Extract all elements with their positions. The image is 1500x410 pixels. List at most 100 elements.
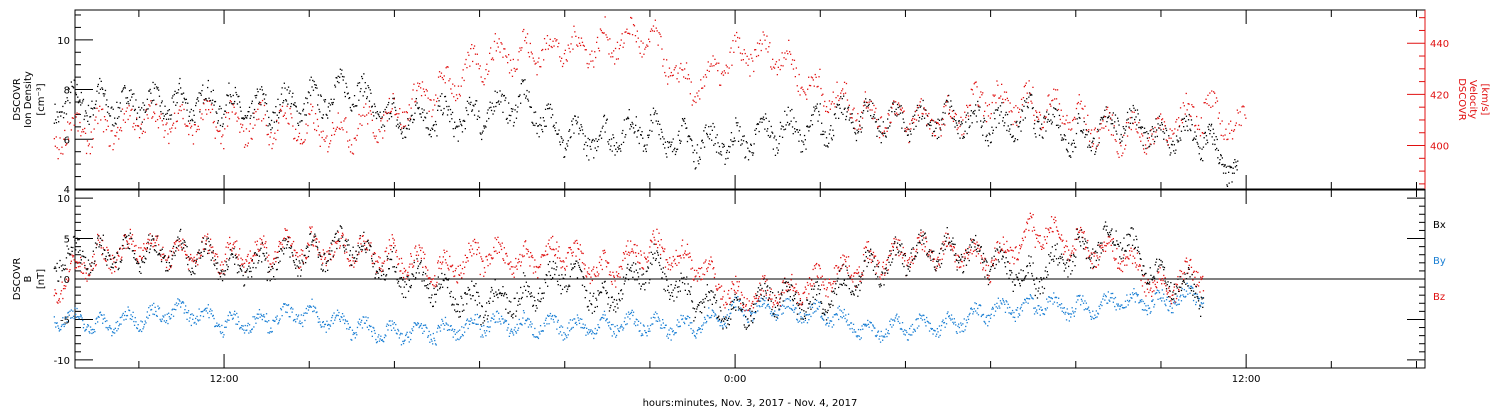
by-point <box>859 338 861 341</box>
ion-density-point <box>640 134 642 136</box>
ion-density-point <box>483 127 486 129</box>
ion-density-point <box>789 110 791 112</box>
by-point <box>654 311 657 313</box>
ion-density-point <box>547 103 549 105</box>
ion-density-point <box>92 108 94 110</box>
by-point <box>626 323 628 325</box>
velocity-point <box>491 57 494 59</box>
ion-density-point <box>977 100 979 103</box>
ion-density-point <box>870 115 872 117</box>
by-point <box>942 319 944 321</box>
by-point <box>669 333 671 336</box>
by-point <box>362 316 364 318</box>
ion-density-point <box>70 81 72 83</box>
bz-point <box>193 256 195 259</box>
velocity-point <box>157 127 160 129</box>
by-point <box>529 324 531 326</box>
ion-density-point <box>1228 171 1230 173</box>
ion-density-point <box>1033 123 1036 125</box>
ion-density-point <box>133 109 136 112</box>
velocity-point <box>1080 100 1082 102</box>
velocity-point <box>790 63 793 65</box>
bz-point <box>177 239 179 241</box>
velocity-point <box>614 47 617 50</box>
ion-density-point <box>605 122 607 124</box>
by-point <box>327 323 329 326</box>
by-point <box>463 326 465 329</box>
velocity-point <box>1162 128 1165 130</box>
by-point <box>590 329 592 331</box>
velocity-point <box>638 46 640 48</box>
velocity-point <box>1206 103 1208 105</box>
velocity-point <box>260 102 262 104</box>
ion-density-point <box>1034 133 1036 135</box>
velocity-point <box>556 39 558 41</box>
ion-density-point <box>1208 128 1210 131</box>
by-point <box>1168 310 1170 312</box>
by-point <box>1044 308 1046 310</box>
ion-density-point <box>1002 117 1004 119</box>
ion-density-point <box>947 101 949 103</box>
velocity-point <box>158 115 161 117</box>
by-point <box>558 333 560 335</box>
ion-density-point <box>867 105 870 107</box>
ion-density-point <box>461 131 464 133</box>
ion-density-point <box>412 121 414 124</box>
velocity-point <box>343 120 345 122</box>
velocity-point <box>846 99 849 101</box>
by-point <box>777 317 779 320</box>
velocity-point <box>84 132 87 134</box>
ion-density-point <box>624 136 626 138</box>
by-point <box>1191 286 1193 289</box>
ion-density-point <box>971 122 973 124</box>
bz-point <box>89 265 92 267</box>
by-point <box>833 324 835 326</box>
ion-density-point <box>1026 105 1029 108</box>
velocity-point <box>577 45 579 47</box>
velocity-point <box>871 109 873 111</box>
ion-density-point <box>912 115 914 118</box>
ion-density-point <box>327 106 329 108</box>
by-point <box>486 330 488 332</box>
ion-density-point <box>1161 122 1163 124</box>
by-point <box>478 316 481 318</box>
ion-density-point <box>341 69 343 71</box>
ion-density-point <box>759 118 762 120</box>
bz-point <box>139 255 141 258</box>
velocity-point <box>216 129 218 131</box>
ion-density-point <box>746 142 748 144</box>
by-point <box>577 317 579 319</box>
by-point <box>59 329 61 331</box>
by-point <box>743 314 745 316</box>
velocity-point <box>1159 127 1161 129</box>
velocity-point <box>800 87 802 89</box>
ion-density-point <box>465 107 467 109</box>
ion-density-point <box>1098 142 1100 144</box>
ion-density-point <box>1017 126 1019 128</box>
velocity-point <box>645 46 647 48</box>
velocity-point <box>465 58 467 61</box>
ion-density-point <box>755 128 757 130</box>
ion-density-point <box>953 118 955 121</box>
ion-density-point <box>297 124 300 126</box>
by-point <box>1080 298 1083 300</box>
velocity-point <box>449 78 451 80</box>
bz-point <box>120 258 122 260</box>
ion-density-point <box>667 146 669 149</box>
velocity-point <box>403 111 406 113</box>
by-point <box>1130 297 1132 299</box>
ion-density-point <box>81 102 83 104</box>
ion-density-point <box>847 106 850 108</box>
ion-density-point <box>1235 161 1237 163</box>
ion-density-point <box>1068 142 1070 144</box>
velocity-point <box>113 143 115 145</box>
velocity-point <box>754 49 756 51</box>
ion-density-point <box>604 131 606 133</box>
ion-density-point <box>156 88 158 90</box>
ion-density-point <box>102 93 104 95</box>
ion-density-point <box>833 114 836 116</box>
bz-point <box>223 272 225 275</box>
ion-density-point <box>508 114 510 116</box>
by-point <box>109 327 112 329</box>
ion-density-point <box>364 82 366 84</box>
